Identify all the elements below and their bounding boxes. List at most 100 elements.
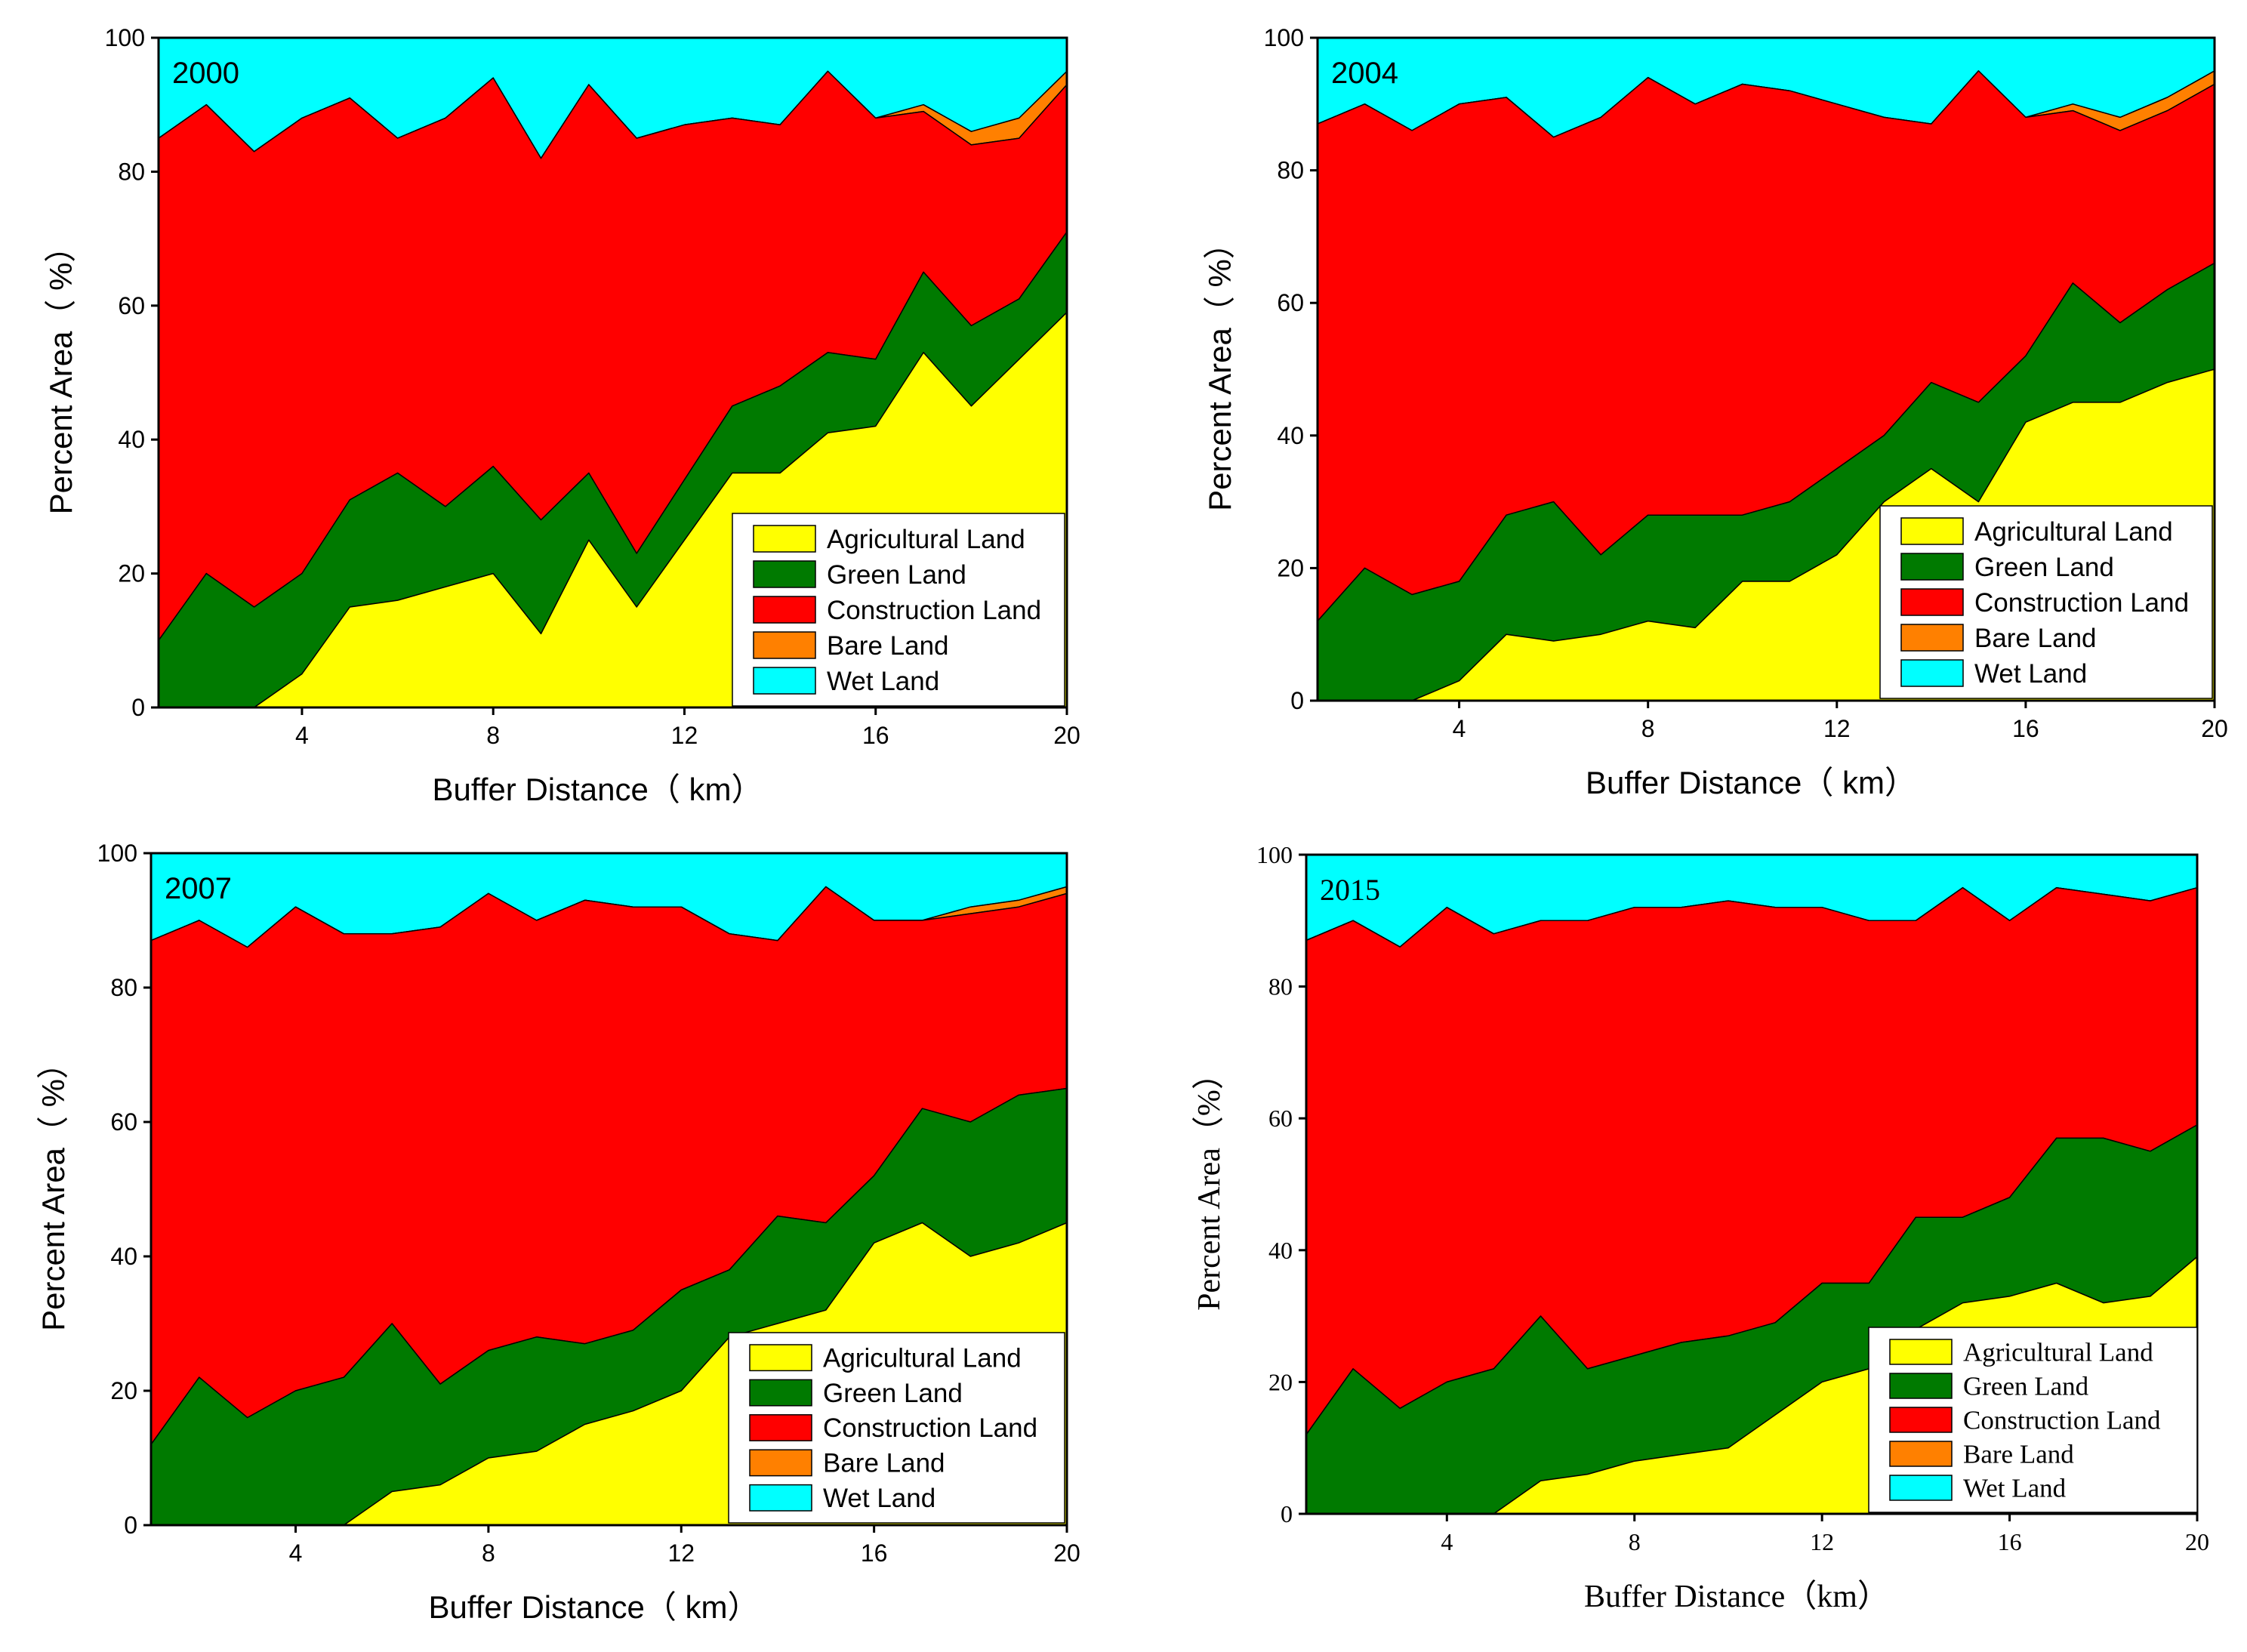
x-tick-label: 8: [1641, 715, 1655, 742]
legend-swatch-green: [749, 1379, 812, 1407]
x-tick-label: 16: [2012, 715, 2039, 742]
y-tick-label: 0: [1290, 687, 1304, 714]
legend-swatch-green: [1900, 553, 1964, 581]
y-tick-label: 20: [1268, 1368, 1293, 1395]
legend-label-bare: Bare Land: [823, 1449, 945, 1478]
y-tick-label: 0: [131, 694, 145, 721]
legend-swatch-wet: [1889, 1475, 1953, 1501]
legend-label-construction: Construction Land: [1974, 588, 2189, 618]
legend-swatch-wet: [749, 1484, 812, 1512]
year-label: 2004: [1331, 57, 1398, 90]
legend-label-agricultural: Agricultural Land: [1963, 1337, 2153, 1367]
x-tick-label: 4: [1453, 715, 1466, 742]
plot-frame: [1305, 853, 2199, 1515]
legend-label-green: Green Land: [823, 1379, 963, 1408]
year-label: 2000: [172, 57, 239, 90]
x-tick-label: 16: [862, 722, 889, 749]
y-tick-label: 40: [1268, 1237, 1293, 1264]
legend-swatch-agricultural: [1889, 1339, 1953, 1365]
legend-swatch-agricultural: [1900, 517, 1964, 545]
x-axis-title: Buffer Distance（ km）: [428, 1589, 759, 1625]
year-label: 2007: [165, 872, 232, 905]
legend-label-wet: Wet Land: [823, 1484, 935, 1513]
y-tick-label: 40: [110, 1243, 137, 1270]
y-tick-label: 80: [1277, 157, 1304, 184]
x-tick-label: 4: [289, 1540, 303, 1567]
y-axis-title: Percent Area（%）: [1192, 1058, 1227, 1311]
x-tick-label: 12: [671, 722, 698, 749]
chart-panel-2015: 0 20 40 60 80 100 4 8 12 16 20 Buffer Distance（km） P…: [1192, 841, 2209, 1614]
x-tick-label: 20: [2201, 715, 2228, 742]
x-tick-label: 20: [1053, 1540, 1080, 1567]
plot-frame: [1316, 36, 2216, 702]
legend-swatch-construction: [1889, 1407, 1953, 1433]
x-axis-title: Buffer Distance（km）: [1584, 1580, 1889, 1614]
y-tick-label: 20: [118, 560, 145, 587]
legend-label-agricultural: Agricultural Land: [827, 525, 1025, 554]
y-tick-label: 80: [118, 158, 145, 185]
legend-swatch-wet: [1900, 659, 1964, 687]
y-tick-label: 100: [1256, 841, 1293, 868]
legend-label-bare: Bare Land: [827, 631, 949, 661]
x-tick-label: 8: [1629, 1528, 1641, 1555]
x-tick-label: 4: [1441, 1528, 1453, 1555]
legend-label-wet: Wet Land: [827, 667, 939, 696]
x-tick-label: 16: [1998, 1528, 2022, 1555]
x-tick-label: 20: [1053, 722, 1080, 749]
year-label: 2015: [1320, 873, 1380, 907]
x-tick-label: 8: [486, 722, 500, 749]
legend-label-green: Green Land: [1963, 1371, 2089, 1401]
legend-label-agricultural: Agricultural Land: [823, 1343, 1022, 1373]
legend-label-wet: Wet Land: [1974, 659, 2087, 689]
y-tick-label: 20: [110, 1377, 137, 1404]
chart-panel-2007: 0 20 40 60 80 100 4 8 12 16 20 Buffer Distance（ km）…: [35, 840, 1080, 1625]
y-axis-title: Percent Area（ %）: [43, 231, 79, 515]
x-tick-label: 12: [667, 1540, 695, 1567]
legend-swatch-construction: [749, 1414, 812, 1441]
y-tick-label: 100: [105, 24, 145, 51]
y-tick-label: 0: [124, 1512, 137, 1539]
legend-label-green: Green Land: [1974, 553, 2114, 582]
legend-swatch-bare: [1900, 624, 1964, 652]
y-tick-label: 60: [110, 1108, 137, 1136]
legend-swatch-bare: [1889, 1441, 1953, 1467]
x-tick-label: 20: [2185, 1528, 2209, 1555]
y-tick-label: 60: [1268, 1105, 1293, 1132]
plot-frame: [157, 36, 1068, 709]
legend-label-construction: Construction Land: [827, 596, 1041, 625]
legend-swatch-construction: [753, 596, 816, 624]
x-tick-label: 4: [295, 722, 309, 749]
x-tick-label: 12: [1823, 715, 1851, 742]
legend-label-construction: Construction Land: [823, 1413, 1037, 1443]
y-tick-label: 0: [1281, 1500, 1293, 1527]
y-tick-label: 40: [1277, 422, 1304, 449]
y-tick-label: 60: [1277, 289, 1304, 316]
y-tick-label: 100: [1264, 24, 1304, 51]
y-tick-label: 100: [97, 840, 137, 867]
legend-swatch-wet: [753, 667, 816, 695]
legend-swatch-green: [753, 560, 816, 588]
legend-swatch-construction: [1900, 588, 1964, 616]
legend-label-construction: Construction Land: [1963, 1405, 2161, 1435]
legend-label-bare: Bare Land: [1963, 1439, 2074, 1469]
legend-swatch-bare: [753, 631, 816, 659]
x-axis-title: Buffer Distance（ km）: [432, 772, 763, 807]
plot-frame: [149, 852, 1068, 1527]
x-axis-title: Buffer Distance（ km）: [1586, 765, 1916, 800]
legend-swatch-agricultural: [749, 1344, 812, 1372]
legend-swatch-green: [1889, 1373, 1953, 1399]
legend-label-bare: Bare Land: [1974, 624, 2097, 653]
x-tick-label: 12: [1810, 1528, 1834, 1555]
legend-swatch-bare: [749, 1449, 812, 1477]
y-tick-label: 80: [1268, 973, 1293, 1000]
y-axis-title: Percent Area（ %）: [1202, 227, 1238, 511]
legend-swatch-agricultural: [753, 525, 816, 553]
y-tick-label: 20: [1277, 554, 1304, 581]
x-tick-label: 16: [861, 1540, 888, 1567]
x-tick-label: 8: [482, 1540, 495, 1567]
y-axis-title: Percent Area（ %）: [35, 1047, 71, 1331]
legend-label-green: Green Land: [827, 560, 966, 590]
y-tick-label: 80: [110, 974, 137, 1001]
legend-label-agricultural: Agricultural Land: [1974, 517, 2173, 547]
legend-label-wet: Wet Land: [1963, 1473, 2067, 1503]
